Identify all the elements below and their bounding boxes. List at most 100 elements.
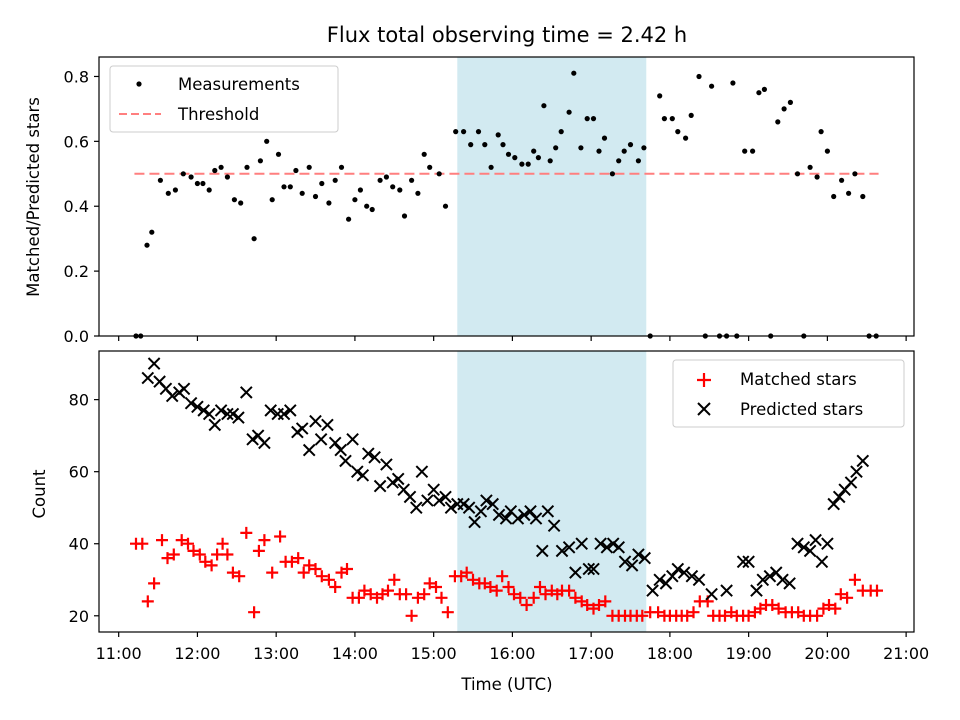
measurement-point — [401, 213, 408, 219]
measurement-point — [641, 145, 647, 151]
measurement-point — [415, 190, 421, 196]
matched-star-point — [687, 606, 700, 619]
measurement-point — [453, 129, 459, 135]
predicted-star-point — [809, 533, 822, 547]
measurement-point — [627, 142, 634, 148]
measurement-point — [312, 193, 319, 200]
measurement-point — [500, 142, 506, 148]
predicted-star-point — [309, 414, 322, 428]
predicted-star-point — [403, 490, 417, 504]
predicted-star-point — [283, 404, 297, 417]
measurement-point — [390, 184, 396, 190]
measurement-point — [775, 119, 781, 125]
measurement-point — [512, 155, 518, 161]
measurement-point — [547, 158, 553, 164]
matched-star-point — [175, 534, 188, 547]
legend-matched-label: Matched stars — [740, 370, 857, 389]
measurement-point — [200, 180, 206, 187]
measurement-point — [688, 112, 694, 118]
measurement-point — [218, 164, 224, 170]
predicted-star-point — [671, 562, 685, 576]
predicted-star-point — [517, 508, 531, 522]
measurement-point — [696, 73, 702, 80]
measurement-point — [505, 151, 512, 157]
measurement-point — [553, 145, 559, 151]
matched-star-point — [364, 588, 377, 601]
legend-threshold-label: Threshold — [177, 105, 259, 124]
matched-star-point — [435, 591, 448, 604]
measurement-point — [364, 203, 370, 209]
matched-star-point — [490, 584, 503, 597]
predicted-star-point — [653, 573, 667, 587]
matched-star-point — [823, 599, 835, 611]
matched-star-point — [258, 534, 271, 547]
matched-star-point — [766, 599, 779, 611]
measurement-point — [601, 135, 608, 141]
predicted-star-point — [197, 404, 211, 417]
predicted-star-point — [314, 432, 328, 446]
measurement-point — [357, 187, 363, 193]
predicted-star-point — [685, 569, 699, 583]
matched-star-point — [569, 591, 582, 604]
predicted-star-point — [295, 422, 309, 435]
matched-star-point — [292, 552, 305, 565]
matched-star-point — [502, 581, 515, 593]
matched-star-point — [593, 599, 605, 611]
predicted-star-point — [221, 407, 234, 421]
matched-star-point — [297, 566, 310, 579]
matched-star-point — [772, 602, 785, 615]
measurement-point — [781, 106, 787, 112]
predicted-star-point — [705, 587, 718, 601]
x-tick-label: 21:00 — [883, 644, 929, 663]
measurement-point — [831, 193, 837, 200]
measurement-point — [409, 177, 415, 183]
predicted-star-point — [328, 436, 342, 450]
predicted-star-point — [208, 418, 222, 432]
predicted-star-point — [638, 551, 652, 565]
predicted-star-point — [457, 497, 470, 511]
predicted-star-point — [334, 443, 348, 457]
measurement-point — [846, 190, 852, 196]
measurement-point — [824, 148, 831, 154]
predicted-star-point — [380, 458, 393, 471]
measurement-point — [683, 135, 689, 141]
measurement-point — [275, 151, 282, 157]
predicted-star-point — [474, 504, 488, 518]
matched-star-point — [216, 537, 229, 550]
matched-star-point — [527, 591, 540, 604]
x-tick-label: 15:00 — [411, 644, 457, 663]
matched-star-point — [199, 555, 212, 568]
measurement-point — [742, 148, 748, 154]
matched-star-point — [460, 566, 473, 579]
measurement-point — [669, 116, 675, 122]
measurement-point — [461, 129, 467, 135]
measurement-point — [590, 116, 597, 122]
measurement-point — [172, 187, 178, 193]
measurement-point — [421, 151, 427, 157]
x-tick-label: 11:00 — [96, 644, 142, 663]
predicted-star-point — [665, 569, 679, 583]
predicted-star-points — [141, 357, 870, 601]
predicted-star-point — [582, 562, 596, 576]
predicted-star-point — [165, 389, 179, 403]
measurement-point — [584, 116, 590, 122]
predicted-star-point — [850, 465, 863, 479]
predicted-star-point — [815, 555, 829, 569]
predicted-star-point — [783, 577, 796, 590]
matched-star-point — [636, 609, 649, 622]
measurement-point — [442, 203, 449, 209]
matched-star-point — [248, 606, 261, 619]
matched-star-point — [252, 544, 265, 557]
y-tick-label: 80 — [69, 391, 89, 410]
predicted-star-point — [147, 357, 161, 370]
predicted-star-point — [547, 519, 561, 533]
top-panel-highlight-span — [457, 57, 647, 336]
measurement-point — [635, 158, 642, 164]
bottom-legend-frame — [672, 359, 905, 428]
matched-star-point — [652, 606, 665, 619]
matched-star-point — [563, 584, 576, 597]
x-tick-label: 17:00 — [568, 644, 614, 663]
measurement-point — [609, 171, 616, 177]
predicted-star-point — [632, 548, 645, 561]
